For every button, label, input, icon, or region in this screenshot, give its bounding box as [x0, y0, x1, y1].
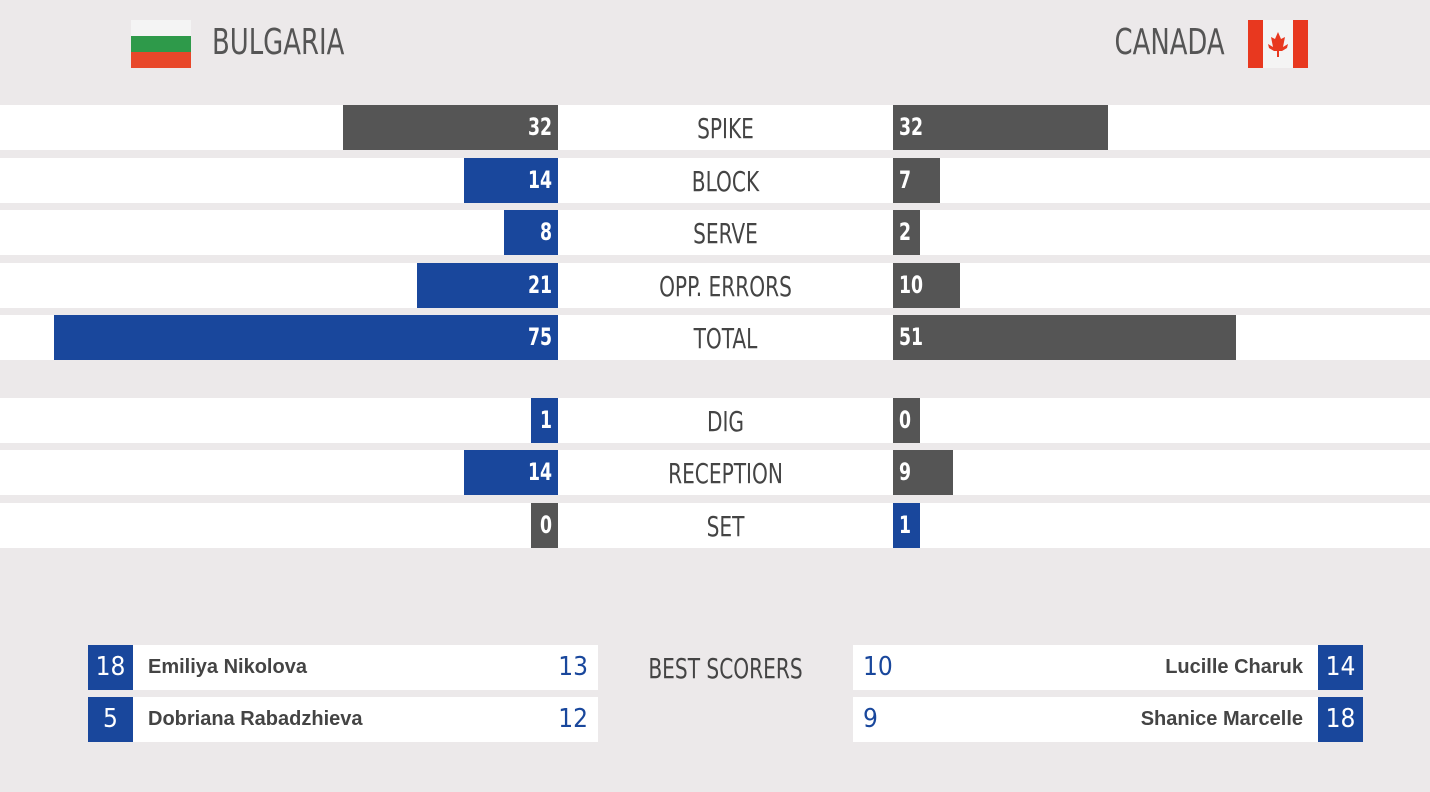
player-points: 13 — [558, 652, 588, 682]
stat-bar: 7 — [893, 157, 941, 203]
player-points: 9 — [863, 704, 878, 734]
stat-value: 7 — [899, 165, 912, 194]
jersey-number: 5 — [88, 697, 133, 742]
stat-row — [0, 450, 1430, 495]
stat-bar: 75 — [54, 315, 558, 360]
team-name: BULGARIA — [212, 22, 345, 63]
team-name: CANADA — [1114, 22, 1225, 63]
stat-value: 51 — [899, 323, 924, 351]
flag-bulgaria — [131, 20, 191, 68]
stat-bar: 1 — [531, 397, 558, 443]
stat-value: 0 — [540, 510, 553, 539]
stat-value: 32 — [527, 113, 552, 141]
stat-value: 14 — [527, 458, 552, 486]
stat-bar: 51 — [893, 315, 1236, 360]
player-points: 12 — [558, 704, 588, 734]
stat-label: BLOCK — [691, 164, 760, 198]
scorer-row — [853, 697, 1363, 742]
stat-bar: 32 — [342, 105, 558, 150]
stat-bar: 32 — [893, 105, 1109, 150]
jersey-number: 18 — [1318, 697, 1363, 742]
stat-bar: 0 — [893, 397, 920, 443]
stat-row — [0, 157, 1430, 203]
stat-label: TOTAL — [693, 322, 758, 355]
stat-row — [0, 210, 1430, 255]
stat-bar: 10 — [893, 262, 961, 308]
jersey-number: 18 — [88, 645, 133, 690]
stat-value: 9 — [899, 458, 912, 486]
stat-bar: 0 — [531, 502, 558, 548]
stat-label: OPP. ERRORS — [659, 269, 792, 303]
player-name: Emiliya Nikolova — [148, 656, 307, 678]
stat-bar: 1 — [893, 502, 920, 548]
stat-label: RECEPTION — [668, 457, 783, 490]
stat-row — [0, 397, 1430, 443]
flag-canada — [1248, 20, 1308, 68]
stat-row — [0, 262, 1430, 308]
stat-value: 0 — [899, 405, 912, 434]
stat-bar: 21 — [416, 262, 558, 308]
stat-label: SET — [706, 509, 745, 543]
stat-row — [0, 105, 1430, 150]
stat-value: 10 — [899, 270, 924, 299]
stat-bar: 14 — [463, 157, 558, 203]
player-name: Lucille Charuk — [1165, 656, 1303, 678]
scorer-row — [853, 645, 1363, 690]
stat-value: 1 — [899, 510, 912, 539]
stat-value: 14 — [527, 165, 552, 194]
stat-value: 21 — [527, 270, 552, 299]
stat-value: 32 — [899, 113, 924, 141]
stat-bar: 8 — [504, 210, 558, 255]
stat-label: DIG — [706, 404, 745, 438]
stat-label: SERVE — [693, 217, 758, 250]
stat-bar: 9 — [893, 450, 954, 495]
jersey-number: 14 — [1318, 645, 1363, 690]
stat-value: 2 — [899, 218, 912, 246]
player-points: 10 — [863, 652, 893, 682]
stat-value: 1 — [540, 405, 553, 434]
scorer-row — [88, 697, 598, 742]
stat-value: 75 — [527, 323, 552, 351]
stat-bar: 2 — [893, 210, 920, 255]
stat-row — [0, 502, 1430, 548]
scorer-row — [88, 645, 598, 690]
stat-label: SPIKE — [697, 112, 754, 145]
section-title: BEST SCORERS — [648, 652, 803, 685]
player-name: Dobriana Rabadzhieva — [148, 708, 363, 730]
player-name: Shanice Marcelle — [1140, 708, 1303, 730]
stat-bar: 14 — [463, 450, 558, 495]
stat-value: 8 — [539, 218, 552, 246]
